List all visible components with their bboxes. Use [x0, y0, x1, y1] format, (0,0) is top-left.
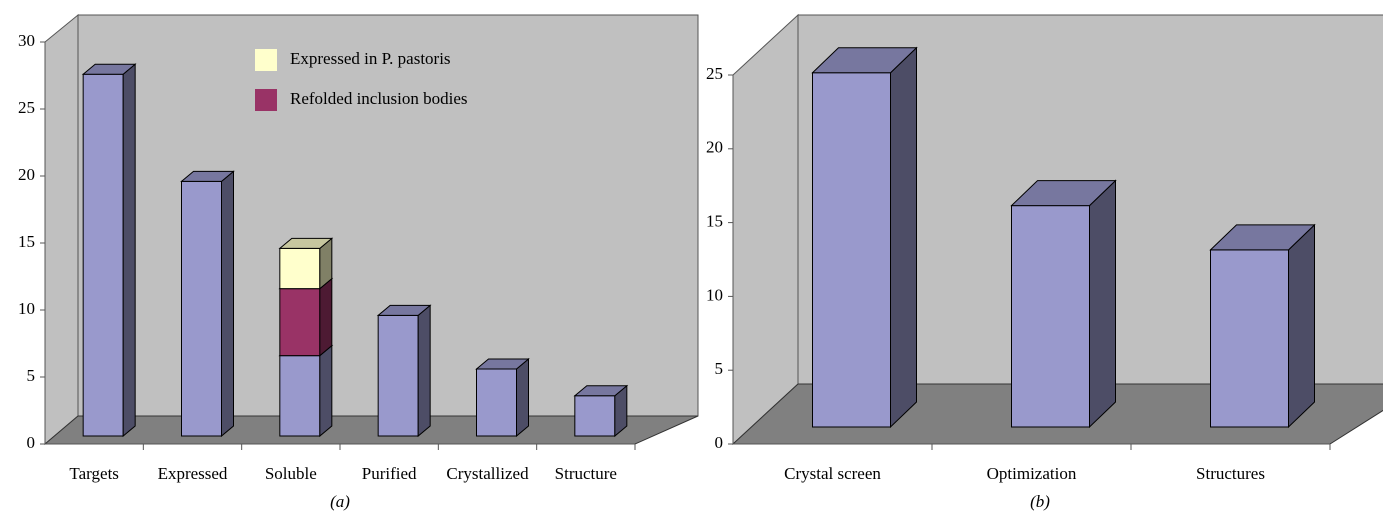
bar-front [574, 395, 616, 437]
side-wall [732, 13, 799, 446]
y-tick-label: 15 [18, 232, 35, 251]
x-tick-label: Optimization [987, 464, 1077, 483]
bar-front [1210, 249, 1289, 428]
bar [376, 304, 432, 438]
bar [81, 63, 137, 438]
bar [1209, 223, 1316, 429]
side-wall [44, 13, 79, 446]
bar-side [1288, 223, 1315, 429]
x-tick-label: Targets [69, 464, 118, 483]
y-tick-label: 30 [18, 31, 35, 50]
bar-front [181, 180, 222, 437]
x-tick-label: Purified [362, 464, 417, 483]
bar-top [376, 304, 432, 316]
bar-front [82, 73, 124, 437]
x-tick-label: Structures [1196, 464, 1265, 483]
bar-top [180, 170, 235, 182]
bar-front [812, 72, 891, 428]
bar-top [1010, 180, 1117, 207]
y-tick-label: 25 [706, 64, 723, 83]
bar [573, 384, 629, 438]
bar-front [476, 368, 517, 437]
caption: (b) [1030, 492, 1050, 511]
legend-label: Refolded inclusion bodies [290, 89, 468, 108]
bar [811, 46, 918, 429]
bar-top [811, 47, 918, 74]
bar-front [279, 355, 321, 437]
bar-top [573, 385, 629, 397]
y-tick-label: 5 [27, 366, 36, 385]
bar-top [475, 358, 530, 370]
bar-side [221, 170, 234, 438]
y-tick-label: 15 [706, 212, 723, 231]
y-tick-label: 20 [706, 138, 723, 157]
caption: (a) [330, 492, 350, 511]
legend-swatch [255, 49, 277, 71]
bar-top [81, 63, 137, 75]
bar-side [417, 304, 431, 438]
bar-front [377, 314, 419, 437]
y-tick-label: 25 [18, 98, 35, 117]
bar-side [319, 344, 333, 438]
bar-top [1209, 224, 1316, 251]
bar [475, 357, 530, 438]
y-tick-label: 5 [715, 359, 724, 378]
legend-label: Expressed in P. pastoris [290, 49, 451, 68]
x-tick-label: Soluble [265, 464, 317, 483]
bar-side [890, 46, 917, 429]
bar-front [1011, 205, 1090, 428]
bar [180, 170, 235, 438]
y-tick-label: 0 [715, 433, 724, 452]
y-tick-label: 0 [27, 433, 36, 452]
bar [278, 237, 334, 290]
bar-front [279, 247, 321, 290]
x-tick-label: Expressed [158, 464, 228, 483]
bar-front [279, 288, 321, 357]
x-tick-label: Crystallized [446, 464, 529, 483]
bar [1010, 179, 1117, 429]
y-tick-label: 10 [706, 285, 723, 304]
x-tick-label: Crystal screen [784, 464, 881, 483]
legend-swatch [255, 89, 277, 111]
y-tick-label: 20 [18, 165, 35, 184]
y-tick-label: 10 [18, 299, 35, 318]
bar-side [1089, 179, 1116, 429]
bar-side [122, 63, 136, 438]
bar-top [278, 237, 334, 249]
bar [278, 277, 334, 357]
bar-side [319, 277, 333, 357]
bar [278, 344, 334, 438]
bar-side [516, 357, 529, 438]
x-tick-label: Structure [555, 464, 617, 483]
